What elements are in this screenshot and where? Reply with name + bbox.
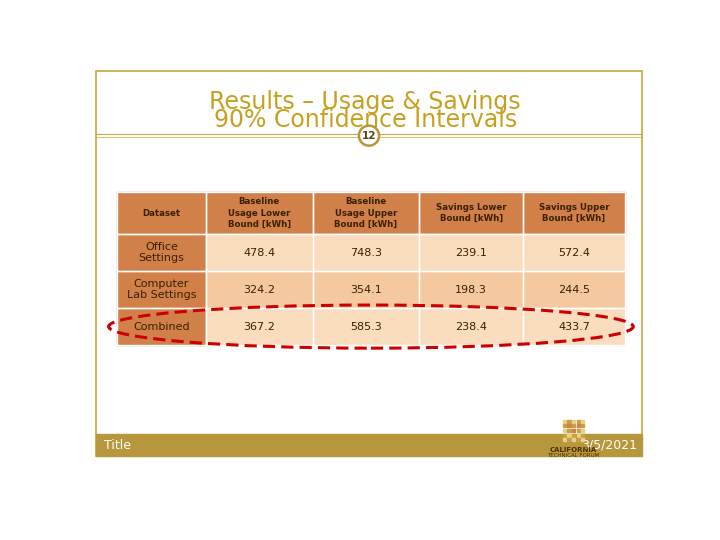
Bar	[419, 271, 523, 308]
Bar	[523, 192, 625, 234]
Bar	[567, 434, 570, 437]
Text: Title: Title	[104, 438, 131, 451]
Text: 354.1: 354.1	[350, 285, 382, 295]
Bar	[117, 308, 206, 345]
Text: 238.4: 238.4	[455, 322, 487, 332]
Bar	[563, 424, 566, 428]
Bar	[572, 429, 575, 432]
Bar	[567, 429, 570, 432]
Text: 198.3: 198.3	[455, 285, 487, 295]
Bar	[312, 271, 419, 308]
Bar	[567, 424, 570, 428]
Text: Baseline
Usage Lower
Bound [kWh]: Baseline Usage Lower Bound [kWh]	[228, 198, 291, 228]
Bar	[312, 192, 419, 234]
Text: Dataset: Dataset	[143, 208, 181, 218]
Bar	[206, 234, 312, 271]
Bar	[206, 271, 312, 308]
Text: 572.4: 572.4	[558, 248, 590, 258]
Text: 367.2: 367.2	[243, 322, 275, 332]
Bar	[312, 271, 419, 308]
Bar	[577, 438, 580, 441]
Bar	[96, 434, 642, 456]
Bar	[572, 438, 575, 441]
Bar	[117, 308, 206, 345]
Text: 478.4: 478.4	[243, 248, 275, 258]
Bar	[572, 420, 575, 423]
Text: Savings Lower
Bound [kWh]: Savings Lower Bound [kWh]	[436, 203, 506, 223]
Text: Computer
Lab Settings: Computer Lab Settings	[127, 279, 197, 300]
Bar	[312, 308, 419, 345]
Bar	[523, 271, 625, 308]
Text: Results – Usage & Savings: Results – Usage & Savings	[210, 90, 521, 114]
Bar	[523, 234, 625, 271]
Bar	[117, 271, 206, 308]
Bar	[523, 271, 625, 308]
Bar	[572, 434, 575, 437]
Bar	[117, 234, 206, 271]
Text: Office
Settings: Office Settings	[139, 242, 184, 264]
Bar	[206, 308, 312, 345]
Bar	[563, 438, 566, 441]
Circle shape	[359, 126, 379, 146]
Text: 433.7: 433.7	[558, 322, 590, 332]
Bar	[523, 308, 625, 345]
Bar	[419, 192, 523, 234]
Bar	[419, 271, 523, 308]
Bar	[206, 271, 312, 308]
Bar	[563, 429, 566, 432]
Bar	[581, 424, 585, 428]
Text: 748.3: 748.3	[350, 248, 382, 258]
Text: 239.1: 239.1	[455, 248, 487, 258]
Text: 12: 12	[361, 131, 377, 140]
Text: CALIFORNIA: CALIFORNIA	[550, 448, 597, 454]
Bar	[563, 420, 566, 423]
Bar	[581, 438, 585, 441]
Bar	[577, 434, 580, 437]
Bar	[419, 234, 523, 271]
Bar	[577, 424, 580, 428]
Bar	[117, 192, 206, 234]
Text: 324.2: 324.2	[243, 285, 275, 295]
Bar	[206, 192, 312, 234]
Bar	[206, 308, 312, 345]
Bar	[567, 420, 570, 423]
Bar	[581, 429, 585, 432]
Bar	[577, 420, 580, 423]
Bar	[117, 271, 206, 308]
Bar	[523, 308, 625, 345]
Text: Baseline
Usage Upper
Bound [kWh]: Baseline Usage Upper Bound [kWh]	[334, 198, 397, 228]
Bar	[419, 234, 523, 271]
Bar	[577, 429, 580, 432]
Text: 3/5/2021: 3/5/2021	[581, 438, 637, 451]
Bar	[117, 234, 206, 271]
Text: 90% Confidence Intervals: 90% Confidence Intervals	[214, 108, 517, 132]
Bar	[206, 192, 312, 234]
Text: Savings Upper
Bound [kWh]: Savings Upper Bound [kWh]	[539, 203, 609, 223]
Bar	[581, 434, 585, 437]
Bar	[581, 420, 585, 423]
Bar	[563, 434, 566, 437]
Bar	[117, 192, 206, 234]
Text: 244.5: 244.5	[558, 285, 590, 295]
Bar	[312, 192, 419, 234]
Bar	[572, 424, 575, 428]
Bar	[312, 234, 419, 271]
Bar	[419, 308, 523, 345]
Bar	[419, 192, 523, 234]
Bar	[523, 234, 625, 271]
Bar	[206, 234, 312, 271]
Bar	[523, 192, 625, 234]
Bar	[567, 438, 570, 441]
Bar	[312, 308, 419, 345]
Text: Combined: Combined	[133, 322, 190, 332]
Text: 585.3: 585.3	[350, 322, 382, 332]
Bar	[419, 308, 523, 345]
Text: TECHNICAL FORUM: TECHNICAL FORUM	[547, 453, 600, 458]
Bar	[312, 234, 419, 271]
